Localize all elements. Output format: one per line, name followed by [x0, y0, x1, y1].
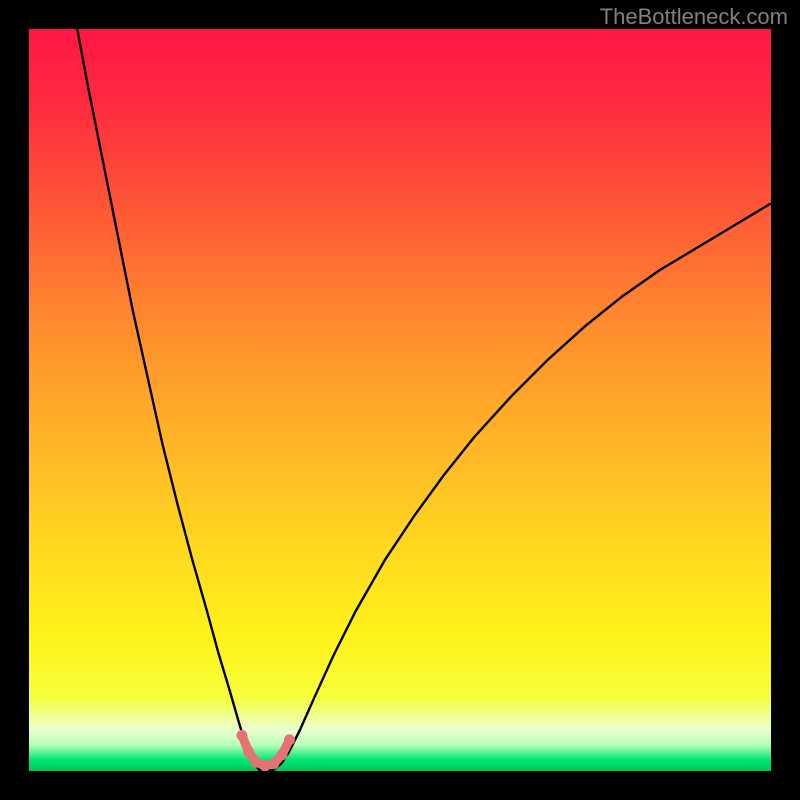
watermark-text: TheBottleneck.com	[600, 4, 788, 30]
curve-layer	[29, 29, 771, 771]
chart-frame: TheBottleneck.com	[0, 0, 800, 800]
marker-dot	[284, 734, 295, 745]
marker-dot	[236, 730, 247, 741]
marker-dot	[268, 758, 279, 769]
marker-dot	[243, 746, 254, 757]
marker-dot	[277, 749, 288, 760]
plot-area	[29, 29, 771, 771]
bottleneck-curve	[77, 29, 771, 771]
